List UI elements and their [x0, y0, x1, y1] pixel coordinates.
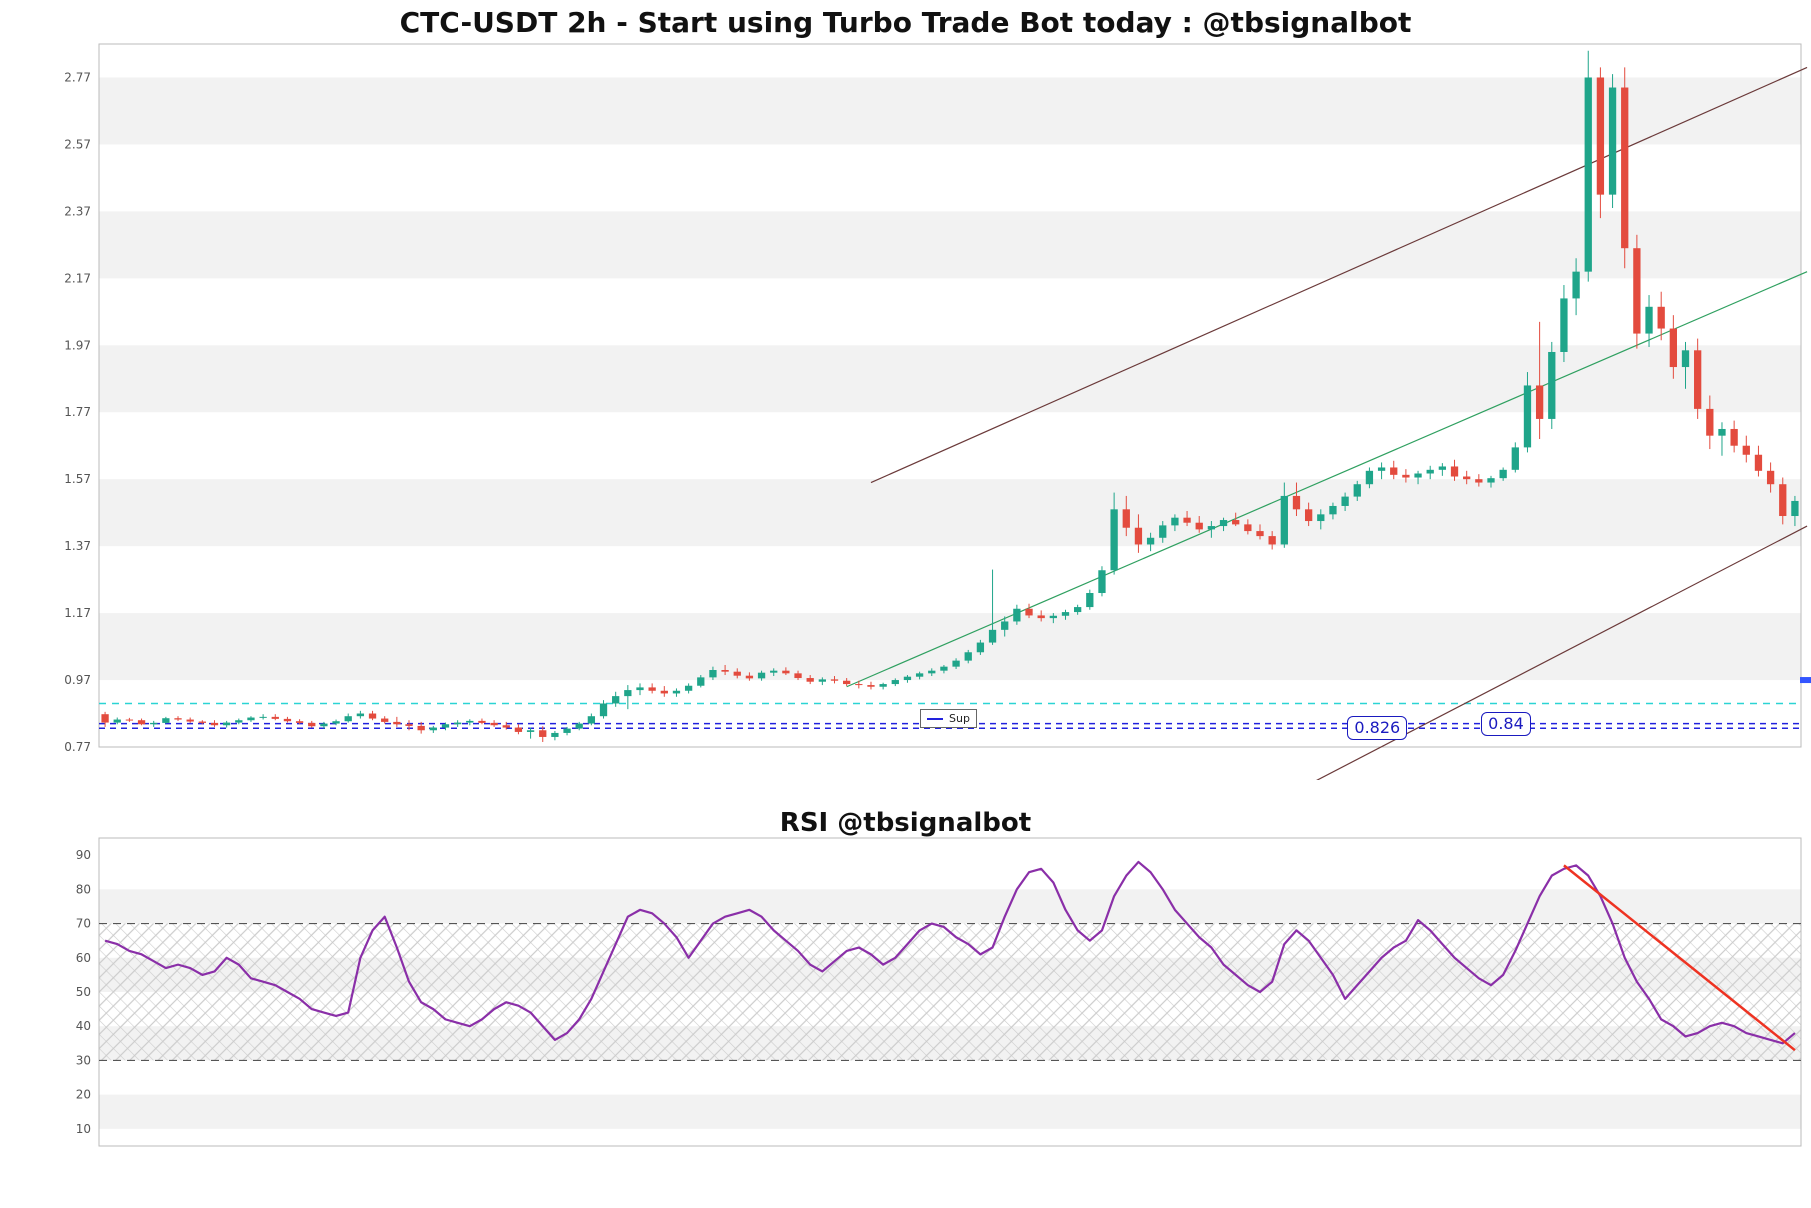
svg-text:70: 70 — [76, 917, 91, 931]
svg-text:0.97: 0.97 — [64, 673, 91, 687]
legend-sup: Sup — [920, 709, 977, 728]
svg-text:1.17: 1.17 — [64, 606, 91, 620]
svg-text:1.97: 1.97 — [64, 338, 91, 352]
svg-text:0.77: 0.77 — [64, 740, 91, 754]
legend-label: Sup — [949, 712, 970, 725]
svg-text:10: 10 — [76, 1122, 91, 1136]
svg-text:2.37: 2.37 — [64, 204, 91, 218]
svg-text:30: 30 — [76, 1053, 91, 1067]
svg-text:20: 20 — [76, 1088, 91, 1102]
svg-text:1.77: 1.77 — [64, 405, 91, 419]
svg-text:90: 90 — [76, 848, 91, 862]
svg-text:60: 60 — [76, 951, 91, 965]
support-label: 0.826 — [1347, 716, 1407, 740]
svg-text:50: 50 — [76, 985, 91, 999]
svg-text:2.77: 2.77 — [64, 70, 91, 84]
support-label: 0.84 — [1481, 712, 1531, 736]
rsi-chart: 10 20 30 40 50 60 70 80 90 — [0, 780, 1811, 1180]
legend-swatch — [927, 718, 943, 720]
svg-text:40: 40 — [76, 1019, 91, 1033]
svg-text:1.57: 1.57 — [64, 472, 91, 486]
svg-text:80: 80 — [76, 882, 91, 896]
svg-text:2.57: 2.57 — [64, 137, 91, 151]
svg-text:2.17: 2.17 — [64, 271, 91, 285]
main-chart: 0.77 0.97 1.17 1.37 1.57 1.77 1.97 2.17 2.37 2.57… — [0, 0, 1811, 780]
svg-text:1.37: 1.37 — [64, 539, 91, 553]
